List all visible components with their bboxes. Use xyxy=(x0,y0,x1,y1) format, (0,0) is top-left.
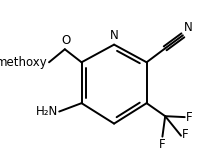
Text: F: F xyxy=(159,138,166,151)
Text: methoxy: methoxy xyxy=(0,56,48,69)
Text: F: F xyxy=(186,111,192,124)
Text: N: N xyxy=(184,21,193,34)
Text: O: O xyxy=(61,34,70,47)
Text: F: F xyxy=(182,128,189,141)
Text: H₂N: H₂N xyxy=(36,105,58,118)
Text: N: N xyxy=(110,29,118,42)
